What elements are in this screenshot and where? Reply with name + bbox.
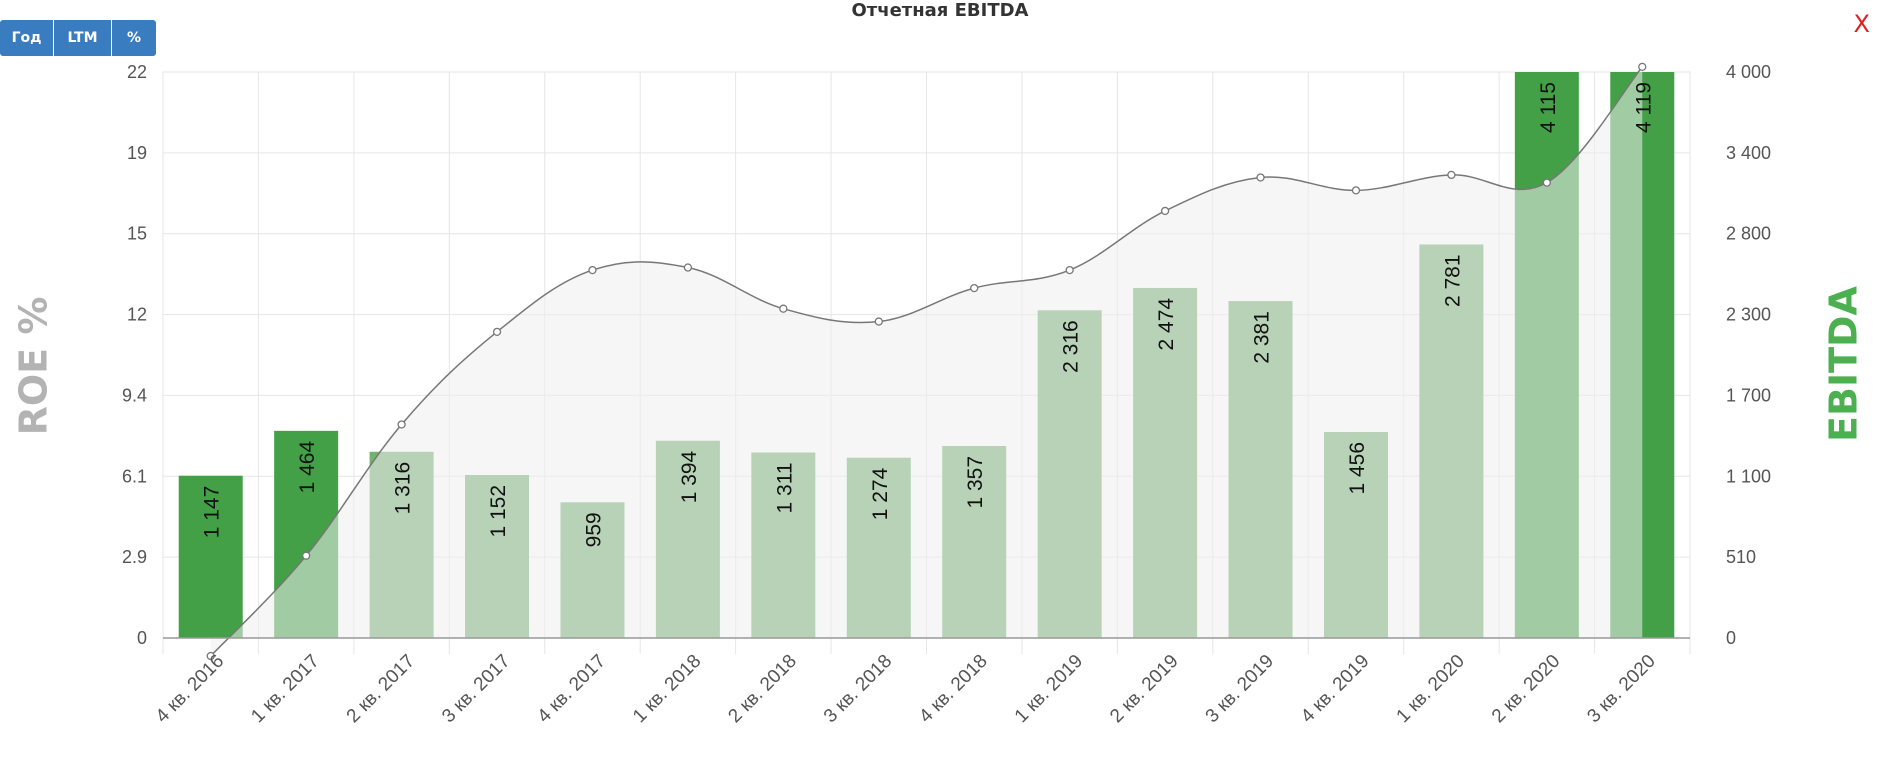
right-axis-ticks: 0 510 1 100 1 700 2 300 2 800 3 400 4 000: [1726, 62, 1771, 648]
chart-title: Отчетная EBITDA: [851, 0, 1029, 21]
roe-area: [206, 62, 1647, 661]
roe-point: [1447, 170, 1456, 180]
data-label: 1 464: [296, 441, 319, 494]
left-tick-label: 12: [127, 305, 147, 325]
right-tick-label: 2 300: [1726, 305, 1771, 325]
x-tick-label: 3 кв. 2017: [438, 651, 514, 727]
roe-point: [874, 317, 883, 326]
data-labels: 1 147 1 464 1 316 1 152 959 1 394 1 311 1 274 1 …: [201, 82, 1656, 547]
right-tick-label: 510: [1726, 547, 1756, 567]
data-label: 1 316: [392, 462, 415, 515]
year-button[interactable]: Год: [0, 20, 54, 56]
data-label: 1 311: [773, 462, 796, 513]
roe-line: [210, 66, 1643, 657]
x-tick-label: 3 кв. 2018: [820, 651, 896, 727]
left-tick-label: 22: [127, 62, 147, 82]
data-label: 4 119: [1632, 82, 1655, 133]
period-toggle: Год LTM %: [0, 20, 156, 56]
data-label: 4 115: [1537, 82, 1560, 133]
left-tick-label: 6.1: [122, 466, 147, 486]
roe-point: [683, 263, 693, 272]
right-tick-label: 2 800: [1726, 224, 1771, 244]
x-tick-label: 1 кв. 2019: [1011, 651, 1087, 727]
roe-point: [588, 265, 597, 275]
x-tick-label: 3 кв. 2019: [1202, 651, 1278, 727]
data-label: 1 274: [869, 467, 892, 520]
x-tick-label: 1 кв. 2018: [629, 651, 705, 727]
data-label: 959: [582, 512, 605, 547]
x-tick-label: 4 кв. 2016: [152, 651, 228, 727]
x-tick-label: 4 кв. 2017: [534, 651, 610, 727]
roe-point: [1065, 265, 1074, 275]
data-label: 2 381: [1251, 311, 1274, 364]
roe-area-fill: [210, 66, 1643, 657]
right-tick-label: 4 000: [1726, 62, 1771, 82]
x-tick-label: 2 кв. 2017: [343, 651, 419, 727]
data-label: 1 147: [201, 486, 224, 539]
left-tick-label: 15: [127, 224, 147, 244]
x-tick-label: 1 кв. 2020: [1393, 651, 1469, 727]
left-axis-title: ROE %: [12, 297, 56, 436]
roe-point: [1160, 206, 1170, 216]
roe-point: [970, 283, 979, 293]
data-label: 2 474: [1155, 298, 1178, 351]
roe-point: [397, 420, 406, 429]
x-tick-label: 4 кв. 2018: [915, 651, 991, 727]
bar: [178, 475, 243, 638]
roe-point: [1638, 62, 1647, 72]
ltm-button[interactable]: LTM: [54, 20, 112, 56]
right-tick-label: 1 100: [1726, 466, 1771, 486]
roe-point: [302, 551, 311, 560]
left-tick-label: 0: [137, 628, 147, 648]
data-label: 1 394: [678, 450, 701, 503]
x-tick-label: 3 кв. 2020: [1583, 651, 1659, 727]
x-tick-label: 1 кв. 2017: [247, 651, 323, 727]
x-tick-label: 2 кв. 2020: [1488, 651, 1564, 727]
right-tick-label: 0: [1726, 628, 1736, 648]
roe-point: [492, 327, 502, 336]
data-label: 2 316: [1060, 320, 1083, 373]
percent-button[interactable]: %: [112, 20, 156, 56]
x-tick-label: 4 кв. 2019: [1297, 651, 1373, 727]
roe-point: [1256, 173, 1265, 182]
x-tick-label: 2 кв. 2018: [724, 651, 800, 727]
close-icon[interactable]: X: [1853, 10, 1870, 38]
data-label: 1 152: [487, 485, 510, 538]
data-label: 2 781: [1441, 254, 1464, 307]
roe-point: [779, 304, 788, 313]
x-axis-ticks: 4 кв. 2016 1 кв. 2017 2 кв. 2017 3 кв. 2017…: [152, 651, 1660, 727]
right-axis-title: EBITDA: [1822, 285, 1866, 442]
left-axis-ticks: 0 2.9 6.1 9.4 12 15 19 22: [122, 62, 147, 648]
data-label: 1 456: [1346, 442, 1369, 495]
roe-point: [1351, 186, 1361, 195]
x-tick-label: 2 кв. 2019: [1106, 651, 1182, 727]
left-tick-label: 9.4: [122, 385, 147, 405]
roe-point: [1542, 178, 1551, 187]
right-tick-label: 1 700: [1726, 385, 1771, 405]
right-tick-label: 3 400: [1726, 143, 1771, 163]
left-tick-label: 19: [127, 143, 147, 163]
roe-point: [206, 651, 215, 661]
left-tick-label: 2.9: [122, 547, 147, 567]
data-label: 1 357: [964, 456, 987, 509]
